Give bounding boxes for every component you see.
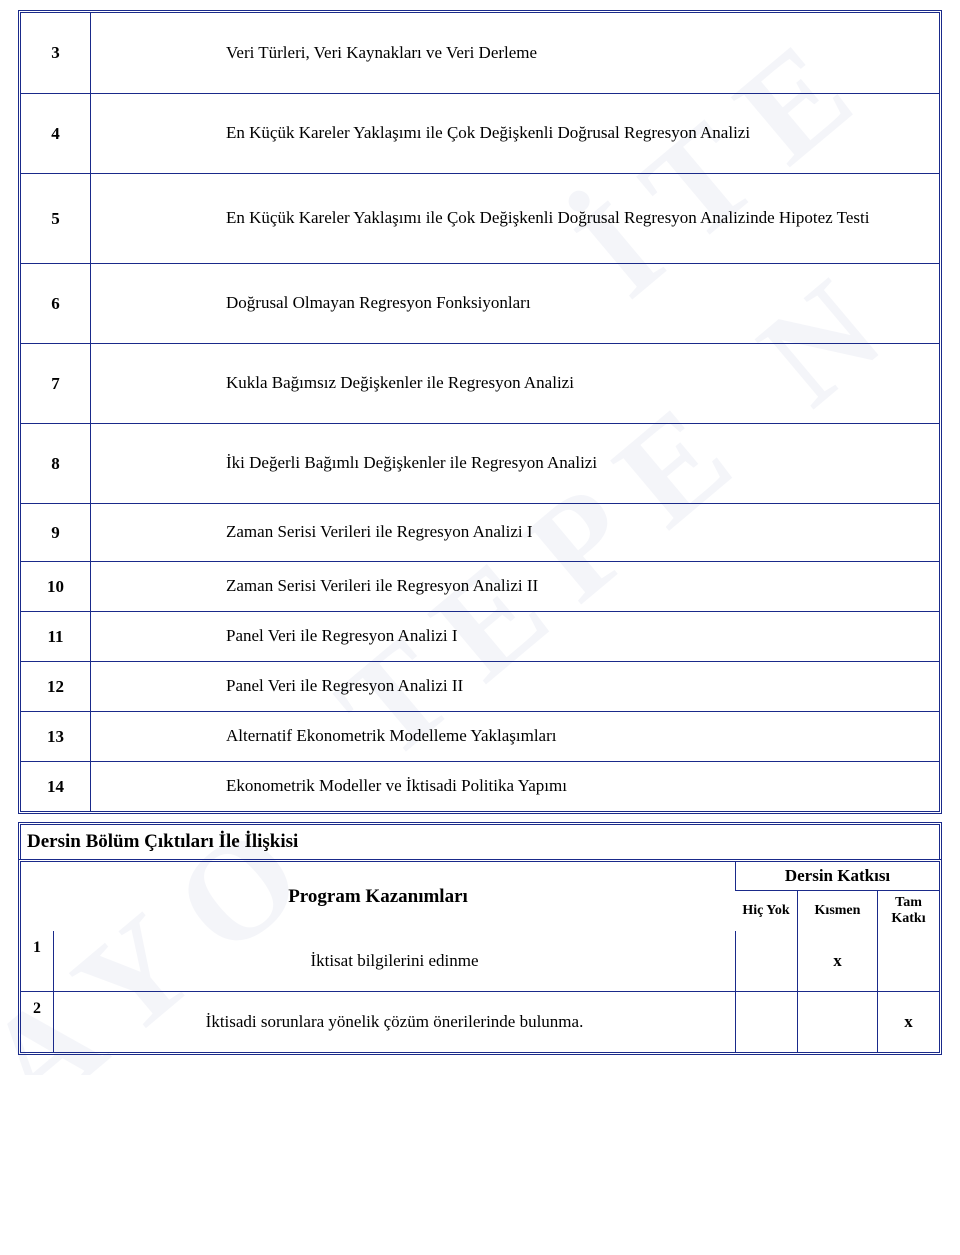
week-topic: Panel Veri ile Regresyon Analizi II [91, 661, 939, 711]
table-row: 10Zaman Serisi Verileri ile Regresyon An… [21, 561, 939, 611]
outcome-mark-none [735, 931, 797, 991]
table-row: 2İktisadi sorunlara yönelik çözüm öneril… [21, 991, 939, 1052]
outcomes-table: Program Kazanımları Dersin Katkısı Hiç Y… [18, 859, 942, 1055]
week-topic: Veri Türleri, Veri Kaynakları ve Veri De… [91, 13, 939, 93]
outcome-mark-partial [797, 991, 877, 1052]
outcome-mark-partial: x [797, 931, 877, 991]
week-number: 5 [21, 173, 91, 263]
table-row: 8İki Değerli Bağımlı Değişkenler ile Reg… [21, 423, 939, 503]
week-number: 3 [21, 13, 91, 93]
outcome-mark-full [877, 931, 939, 991]
outcome-number: 1 [21, 931, 53, 991]
table-row: 12Panel Veri ile Regresyon Analizi II [21, 661, 939, 711]
outcome-description: İktisat bilgilerini edinme [53, 931, 735, 991]
table-row: 14Ekonometrik Modeller ve İktisadi Polit… [21, 761, 939, 811]
week-topic: Panel Veri ile Regresyon Analizi I [91, 611, 939, 661]
week-topic: En Küçük Kareler Yaklaşımı ile Çok Değiş… [91, 173, 939, 263]
week-number: 11 [21, 611, 91, 661]
week-number: 4 [21, 93, 91, 173]
week-topic: Ekonometrik Modeller ve İktisadi Politik… [91, 761, 939, 811]
week-topic: Zaman Serisi Verileri ile Regresyon Anal… [91, 561, 939, 611]
contribution-partial-header: Kısmen [797, 890, 877, 931]
table-row: 3Veri Türleri, Veri Kaynakları ve Veri D… [21, 13, 939, 93]
table-row: 5En Küçük Kareler Yaklaşımı ile Çok Deği… [21, 173, 939, 263]
table-row: 6Doğrusal Olmayan Regresyon Fonksiyonlar… [21, 263, 939, 343]
week-number: 6 [21, 263, 91, 343]
contribution-none-header: Hiç Yok [735, 890, 797, 931]
outcome-description: İktisadi sorunlara yönelik çözüm önerile… [53, 991, 735, 1052]
outcomes-section-title: Dersin Bölüm Çıktıları İle İlişkisi [21, 825, 939, 859]
table-row: 1İktisat bilgilerini edinme x [21, 931, 939, 991]
week-number: 14 [21, 761, 91, 811]
week-topic: En Küçük Kareler Yaklaşımı ile Çok Değiş… [91, 93, 939, 173]
week-topic: Zaman Serisi Verileri ile Regresyon Anal… [91, 503, 939, 561]
table-row: 11Panel Veri ile Regresyon Analizi I [21, 611, 939, 661]
week-topic: Doğrusal Olmayan Regresyon Fonksiyonları [91, 263, 939, 343]
outcomes-title-wrap: Dersin Bölüm Çıktıları İle İlişkisi [18, 822, 942, 859]
week-number: 8 [21, 423, 91, 503]
week-topic: Alternatif Ekonometrik Modelleme Yaklaşı… [91, 711, 939, 761]
week-number: 9 [21, 503, 91, 561]
contribution-full-header: Tam Katkı [877, 890, 939, 931]
contribution-header: Dersin Katkısı [735, 862, 939, 890]
outcome-mark-full: x [877, 991, 939, 1052]
outcome-number: 2 [21, 991, 53, 1052]
program-outcomes-header: Program Kazanımları [21, 862, 735, 931]
week-topic: Kukla Bağımsız Değişkenler ile Regresyon… [91, 343, 939, 423]
week-topic: İki Değerli Bağımlı Değişkenler ile Regr… [91, 423, 939, 503]
table-row: 13Alternatif Ekonometrik Modelleme Yakla… [21, 711, 939, 761]
weeks-table: 3Veri Türleri, Veri Kaynakları ve Veri D… [18, 10, 942, 814]
table-row: 9Zaman Serisi Verileri ile Regresyon Ana… [21, 503, 939, 561]
week-number: 12 [21, 661, 91, 711]
week-number: 10 [21, 561, 91, 611]
week-number: 7 [21, 343, 91, 423]
table-row: 4En Küçük Kareler Yaklaşımı ile Çok Deği… [21, 93, 939, 173]
outcome-mark-none [735, 991, 797, 1052]
table-row: 7Kukla Bağımsız Değişkenler ile Regresyo… [21, 343, 939, 423]
week-number: 13 [21, 711, 91, 761]
